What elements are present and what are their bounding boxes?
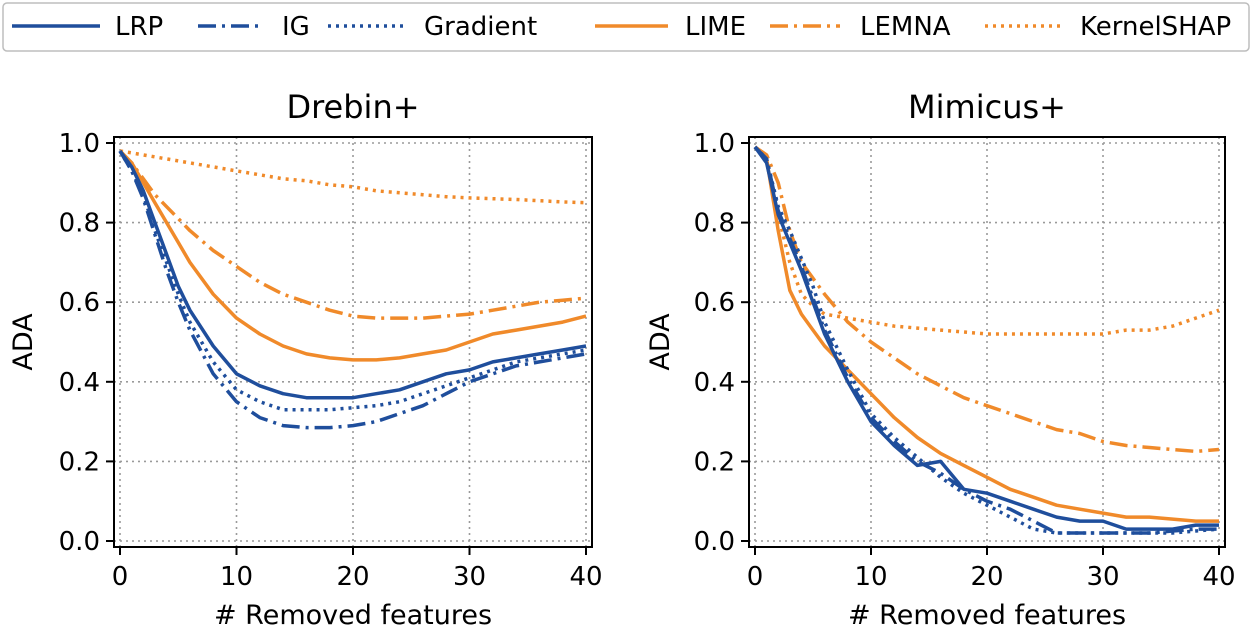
gridlines xyxy=(114,137,592,547)
legend-label: LRP xyxy=(115,12,163,42)
legend-item-lemna: LEMNA xyxy=(770,12,951,42)
y-axis-label: ADA xyxy=(8,313,39,371)
legend-item-ig: IG xyxy=(198,12,310,42)
y-tick-label: 0.0 xyxy=(694,527,735,557)
series-line-lime xyxy=(753,145,1219,523)
y-tick-label: 1.0 xyxy=(59,129,100,159)
y-tick-label: 0.4 xyxy=(694,368,735,398)
y-tick-label: 1.0 xyxy=(694,129,735,159)
x-axis-label: # Removed features xyxy=(848,600,1126,631)
legend-label: Gradient xyxy=(424,12,537,42)
y-axis-label: ADA xyxy=(645,313,676,371)
plot-drebin: 0 10 20 30 40 0.0 0.2 0.4 0.6 0.8 1.0 Drebin+ # Remo… xyxy=(8,88,603,631)
y-tick-label: 0.8 xyxy=(694,209,735,239)
legend-item-lime: LIME xyxy=(595,12,746,42)
series-group xyxy=(753,145,1220,535)
y-tick-label: 0.2 xyxy=(59,447,100,477)
legend-label: IG xyxy=(282,12,310,42)
chart-title: Drebin+ xyxy=(286,88,419,126)
x-tick-label: 40 xyxy=(569,562,602,592)
x-axis-label: # Removed features xyxy=(214,600,492,631)
series-line-lrp xyxy=(118,149,587,400)
series-line-gradient xyxy=(753,145,1220,535)
legend-item-kernelshap: KernelSHAP xyxy=(985,12,1231,42)
y-tick-label: 0.4 xyxy=(59,368,100,398)
series-group xyxy=(118,149,587,430)
legend-item-lrp: LRP xyxy=(12,12,163,42)
gridlines xyxy=(749,137,1225,547)
x-tick-label: 10 xyxy=(220,562,253,592)
series-line-ig xyxy=(118,150,587,430)
y-tick-label: 0.8 xyxy=(59,209,100,239)
legend-label: LEMNA xyxy=(860,12,951,42)
x-tick-label: 40 xyxy=(1202,562,1235,592)
legend-label: LIME xyxy=(685,12,746,42)
chart-title: Mimicus+ xyxy=(908,88,1066,126)
legend-item-gradient: Gradient xyxy=(328,12,537,42)
x-tick-label: 30 xyxy=(453,562,486,592)
x-tick-label: 30 xyxy=(1086,562,1119,592)
legend: LRP IG Gradient LIME LEMNA KernelSHAP xyxy=(2,2,1250,52)
x-tick-label: 20 xyxy=(970,562,1003,592)
y-tick-label: 0.0 xyxy=(59,527,100,557)
y-tick-label: 0.2 xyxy=(694,447,735,477)
y-tick-label: 0.6 xyxy=(694,288,735,318)
x-tick-label: 10 xyxy=(854,562,887,592)
series-line-kernelshap xyxy=(119,149,587,205)
y-tick-label: 0.6 xyxy=(59,288,100,318)
x-tick-label: 0 xyxy=(747,562,764,592)
series-line-lime xyxy=(118,149,587,362)
x-tick-label: 0 xyxy=(112,562,129,592)
series-line-lrp xyxy=(753,145,1219,531)
x-tick-label: 20 xyxy=(336,562,369,592)
series-line-lemna xyxy=(118,149,587,320)
series-line-gradient xyxy=(118,150,587,412)
plot-mimicus: 0 10 20 30 40 0.0 0.2 0.4 0.6 0.8 1.0 Mimicus+ # Rem… xyxy=(645,88,1236,631)
legend-label: KernelSHAP xyxy=(1080,12,1231,42)
